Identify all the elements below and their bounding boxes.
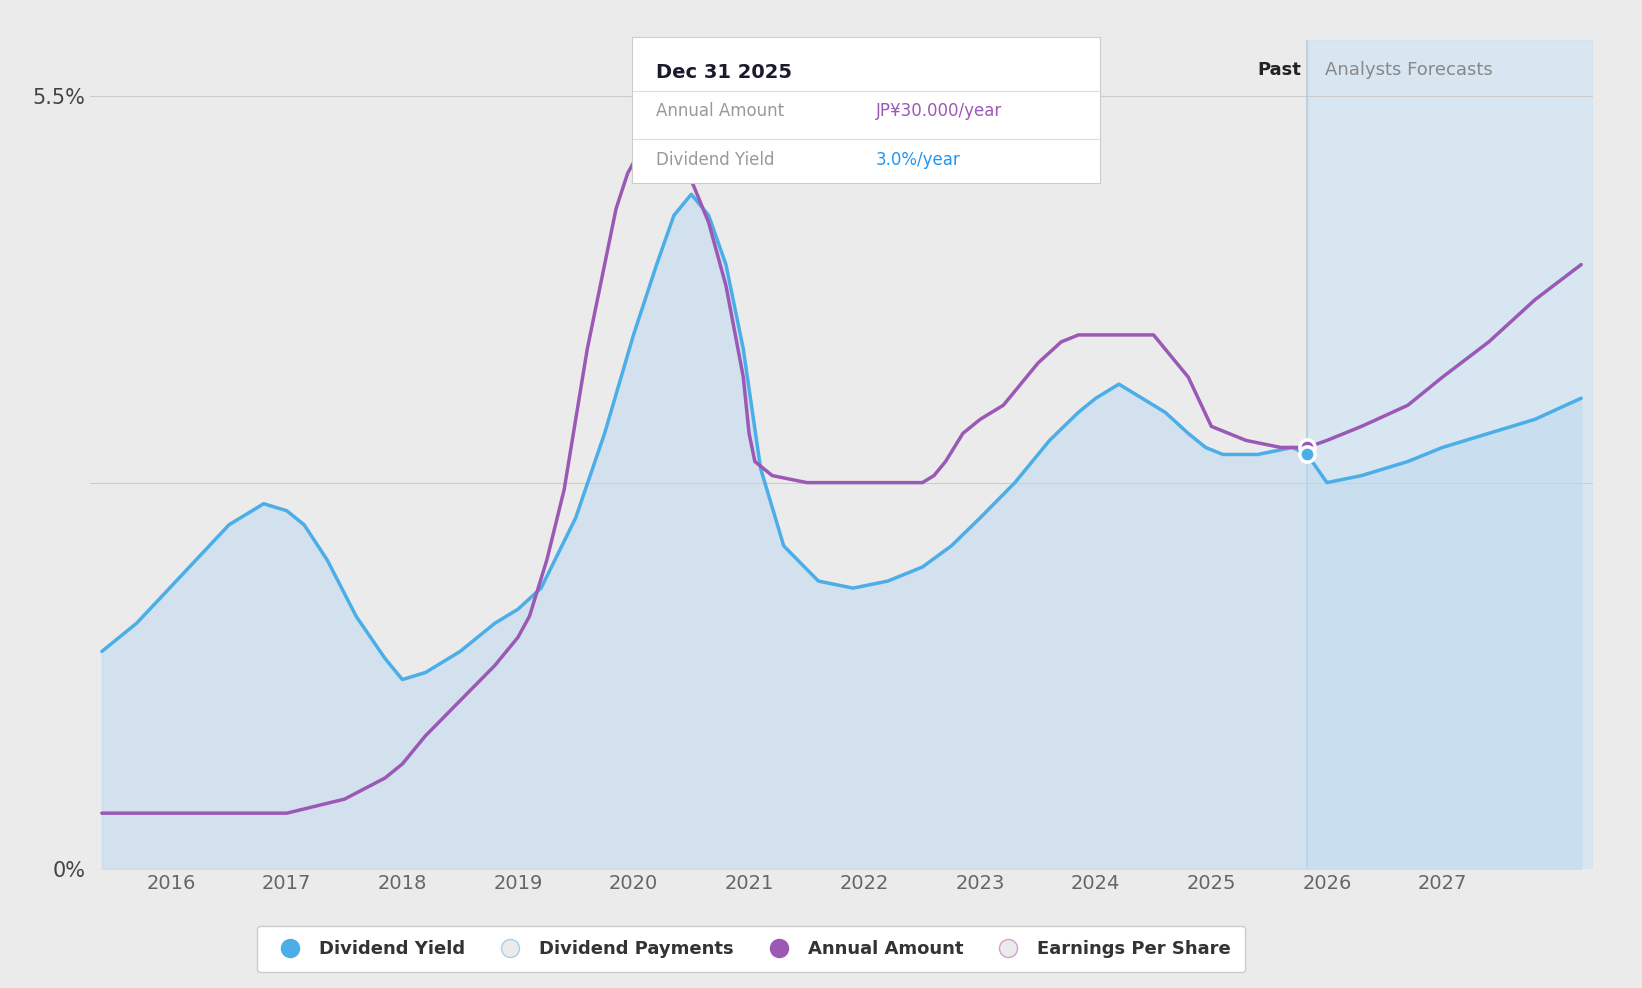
Text: Annual Amount: Annual Amount bbox=[655, 103, 783, 121]
Legend: Dividend Yield, Dividend Payments, Annual Amount, Earnings Per Share: Dividend Yield, Dividend Payments, Annua… bbox=[258, 926, 1245, 972]
Text: JP¥30.000/year: JP¥30.000/year bbox=[875, 103, 1002, 121]
Text: Past: Past bbox=[1258, 61, 1302, 79]
Text: Dividend Yield: Dividend Yield bbox=[655, 150, 773, 169]
Text: Analysts Forecasts: Analysts Forecasts bbox=[1325, 61, 1493, 79]
Text: 3.0%/year: 3.0%/year bbox=[875, 150, 961, 169]
Text: Dec 31 2025: Dec 31 2025 bbox=[655, 63, 791, 82]
Bar bbox=[1307, 40, 1593, 869]
